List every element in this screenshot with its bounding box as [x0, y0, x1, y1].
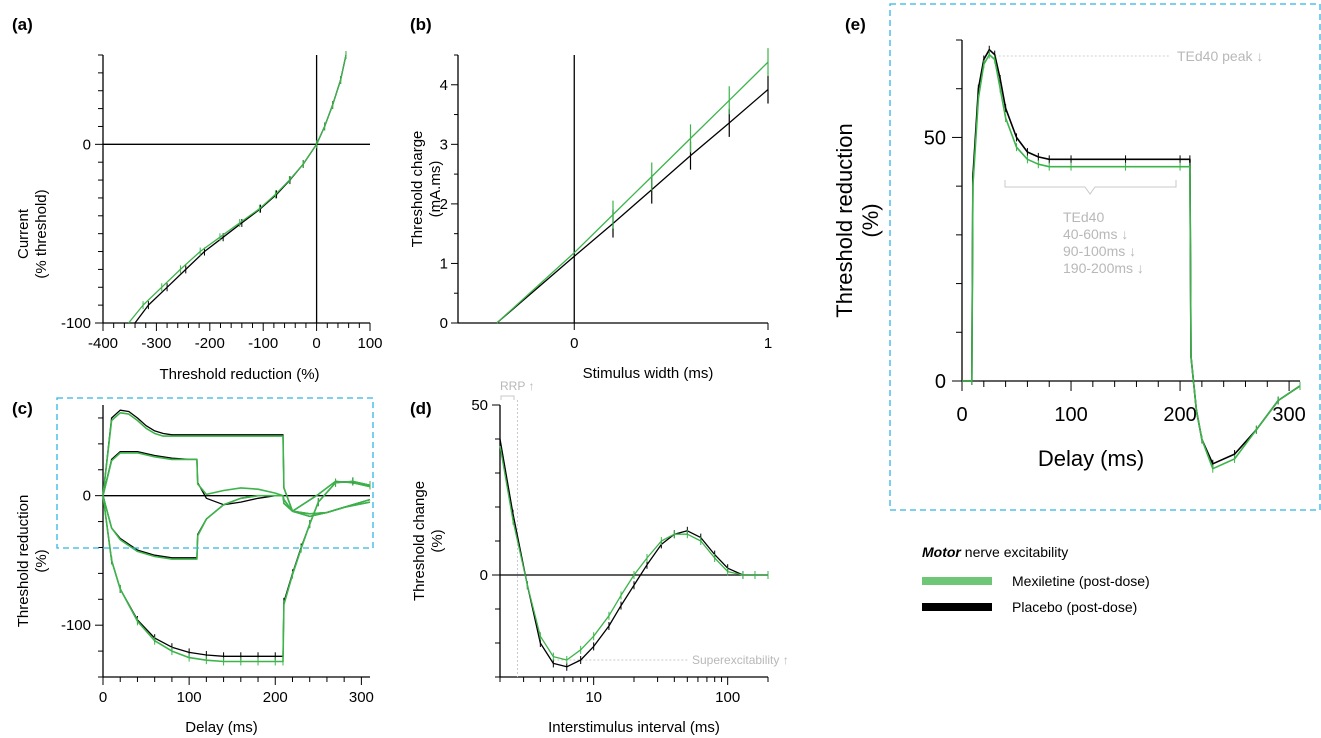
x-tick-label: 300	[1272, 404, 1305, 426]
ted40-annotation: 90-100ms ↓	[1063, 243, 1136, 259]
y-axis-title: Threshold reduction(%)	[832, 123, 883, 317]
highlight-box	[56, 397, 374, 549]
series-placebo	[496, 89, 769, 324]
legend-swatch-placebo	[922, 603, 992, 611]
x-tick-label: 0	[570, 335, 578, 352]
x-tick-label: 100	[177, 689, 202, 706]
panel-label: (a)	[12, 15, 33, 34]
x-tick-label: -400	[88, 335, 118, 352]
y-tick-label: -100	[61, 617, 91, 634]
y-tick-label: 0	[83, 488, 91, 505]
x-tick-label: 0	[99, 689, 107, 706]
y-tick-label: 50	[471, 397, 488, 414]
y-axis-title: Threshold reduction(%)	[15, 495, 50, 628]
legend-title: Motor nerve excitability	[922, 544, 1068, 560]
panel-label: (c)	[12, 399, 33, 418]
panel-d: 10 100 0 50 Interstimulus interval (ms) RRP ↑…	[471, 379, 788, 736]
y-tick-label: -100	[61, 315, 91, 332]
x-axis-title: Delay (ms)	[185, 719, 258, 736]
panel-a: -400 -300 -200 -100 0 100 -100 0 Threshold reduc…	[61, 51, 383, 383]
series-mexiletine	[102, 412, 371, 518]
x-tick-label: 200	[1163, 404, 1196, 426]
x-axis-title: Interstimulus interval (ms)	[548, 719, 720, 736]
x-tick-label: 0	[956, 404, 967, 426]
x-tick-label: 100	[715, 689, 740, 706]
y-tick-label: 1	[440, 255, 448, 272]
panel-label: (d)	[410, 399, 432, 418]
legend-label: Placebo (post-dose)	[1012, 599, 1137, 615]
series-mexiletine	[128, 54, 347, 324]
x-tick-label: -100	[248, 335, 278, 352]
series-placebo	[102, 480, 371, 657]
panel-label: (e)	[845, 15, 866, 34]
ted40-annotation: 190-200ms ↓	[1063, 260, 1144, 276]
y-tick-label: 50	[924, 127, 946, 149]
y-axis-title: Current(% threshold)	[15, 189, 50, 278]
y-axis-title: Threshold change(%)	[411, 481, 446, 601]
legend: Motor nerve excitability Mexiletine (post…	[922, 544, 1150, 615]
y-tick-label: 0	[935, 371, 946, 393]
x-tick-label: 10	[585, 689, 602, 706]
y-tick-label: 0	[440, 315, 448, 332]
panel-e: 0 100 200 300 0 50 Delay (ms) TEd40 peak ↓ TEd40…	[889, 3, 1321, 511]
series-mexiletine	[499, 445, 768, 661]
series-mexiletine	[102, 494, 371, 560]
x-tick-label: -200	[195, 335, 225, 352]
y-tick-label: 0	[480, 567, 488, 584]
rrp-bracket	[500, 395, 515, 400]
superexcitability-annotation: Superexcitability ↑	[692, 653, 789, 667]
legend-swatch-mexiletine	[922, 577, 992, 585]
y-tick-label: 4	[440, 77, 448, 94]
y-axis-title: Threshold charge(mA.ms)	[409, 131, 444, 248]
ted40-bracket	[1004, 180, 1177, 195]
legend-label: Mexiletine (post-dose)	[1012, 573, 1150, 589]
x-tick-label: 200	[263, 689, 288, 706]
y-tick-label: 3	[440, 136, 448, 153]
ted40-annotation: TEd40	[1063, 209, 1104, 225]
series-mexiletine	[102, 452, 371, 512]
panel-c: 0 100 200 300 -100 0 Delay (ms)	[56, 397, 374, 736]
x-tick-label: -300	[141, 335, 171, 352]
x-tick-label: 1	[764, 335, 772, 352]
x-tick-label: 0	[312, 335, 320, 352]
x-tick-label: 300	[349, 689, 374, 706]
x-axis-title: Threshold reduction (%)	[159, 366, 319, 383]
x-axis-title: Delay (ms)	[1038, 446, 1144, 471]
peak-annotation: TEd40 peak ↓	[1177, 48, 1263, 64]
y-tick-label: 0	[83, 136, 91, 153]
panel-b: 0 1 0 1 2 3 4 Stimulus width (ms)	[440, 48, 772, 382]
highlight-box	[889, 3, 1321, 511]
y-tick-label: 2	[440, 196, 448, 213]
x-axis-title: Stimulus width (ms)	[583, 365, 714, 382]
series-mexiletine	[102, 480, 371, 663]
x-tick-label: 100	[1054, 404, 1087, 426]
series-mexiletine	[496, 61, 769, 324]
x-tick-label: 100	[357, 335, 382, 352]
panel-label: (b)	[410, 15, 432, 34]
series-placebo	[102, 450, 371, 512]
rrp-annotation: RRP ↑	[500, 379, 534, 393]
ted40-annotation: 40-60ms ↓	[1063, 226, 1128, 242]
